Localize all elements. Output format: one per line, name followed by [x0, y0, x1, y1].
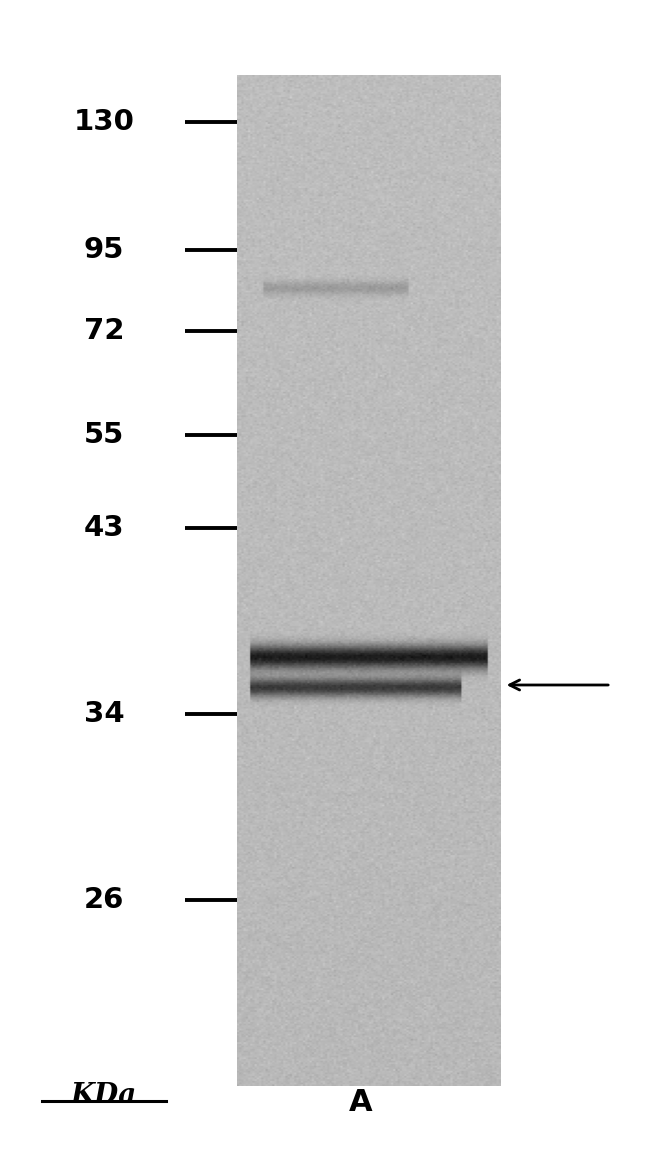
Text: 130: 130 [73, 108, 135, 136]
Text: KDa: KDa [71, 1082, 137, 1109]
Text: 72: 72 [84, 317, 124, 345]
Text: 43: 43 [84, 514, 124, 542]
Text: 55: 55 [84, 421, 124, 449]
Text: 95: 95 [84, 236, 124, 264]
Text: A: A [349, 1088, 372, 1117]
Text: 34: 34 [84, 700, 124, 728]
Text: 26: 26 [84, 886, 124, 914]
